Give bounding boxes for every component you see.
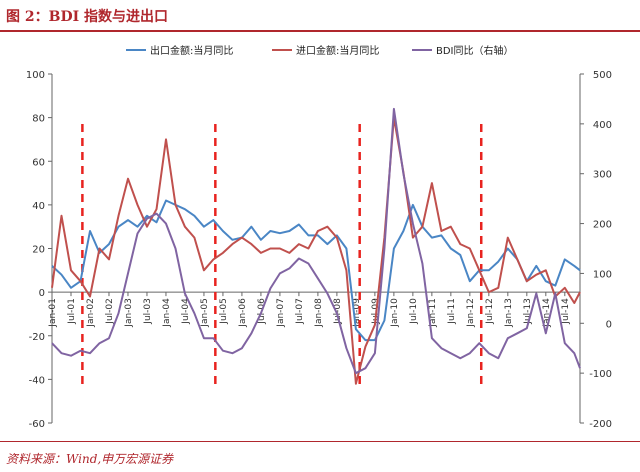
series-bdi-line — [51, 107, 581, 375]
x-tick-label: Jan-08 — [314, 298, 324, 328]
x-tick-label: Jan-04 — [162, 298, 172, 328]
y-right-tick-label: -100 — [589, 369, 612, 380]
y-left-tick-label: 0 — [39, 288, 45, 299]
chart-legend: 出口金额:当月同比 进口金额:当月同比 BDI同比（右轴） — [126, 44, 514, 57]
y-left-tick-label: 20 — [32, 245, 45, 256]
x-tick-label: Jul-07 — [295, 298, 305, 325]
x-tick-label: Jan-09 — [352, 298, 362, 328]
x-tick-label: Jul-14 — [561, 298, 571, 325]
axes: 100806040200-20-40-605004003002001000-10… — [26, 70, 612, 430]
series-lines — [51, 107, 581, 385]
legend-label-import: 进口金额:当月同比 — [296, 44, 379, 57]
y-left-tick-label: 80 — [32, 114, 45, 125]
y-left-tick-label: 60 — [32, 157, 45, 168]
x-tick-label: Jan-10 — [390, 298, 400, 328]
x-tick-label: Jul-10 — [409, 298, 419, 325]
y-left-tick-label: 40 — [32, 201, 45, 212]
y-right-tick-label: 500 — [593, 70, 612, 81]
y-left-tick-label: -60 — [29, 419, 45, 430]
y-right-tick-label: 0 — [606, 319, 612, 330]
y-right-tick-label: 300 — [593, 170, 612, 181]
title-rule — [0, 30, 640, 32]
y-left-tick-label: -20 — [29, 332, 45, 343]
x-tick-label: Jan-01 — [48, 298, 58, 328]
x-tick-label: Jan-11 — [428, 298, 438, 328]
y-left-tick-label: 100 — [26, 70, 45, 81]
x-tick-label: Jan-05 — [200, 298, 210, 328]
x-tick-label: Jan-07 — [276, 298, 286, 328]
x-tick-label: Jul-02 — [105, 298, 115, 325]
y-right-tick-label: 400 — [593, 120, 612, 131]
x-tick-label: Jul-05 — [219, 298, 229, 325]
x-tick-label: Jul-01 — [67, 298, 77, 325]
x-tick-label: Jul-11 — [447, 298, 457, 325]
x-tick-label: Jan-12 — [466, 298, 476, 328]
source-note: 资料来源：Wind,申万宏源证券 — [6, 452, 174, 466]
vertical-markers — [81, 124, 483, 388]
footer-rule — [0, 441, 640, 442]
x-tick-label: Jan-02 — [86, 298, 96, 328]
x-tick-label: Jan-13 — [504, 298, 514, 328]
legend-label-export: 出口金额:当月同比 — [150, 44, 233, 57]
y-right-tick-label: 200 — [593, 220, 612, 231]
x-tick-label: Jul-03 — [143, 298, 153, 325]
x-tick-label: Jul-04 — [181, 298, 191, 325]
x-tick-label: Jul-12 — [485, 298, 495, 325]
y-right-tick-label: -200 — [589, 419, 612, 430]
x-tick-label: Jan-14 — [542, 298, 552, 328]
figure-title: 图 2：BDI 指数与进出口 — [6, 9, 169, 25]
legend-label-bdi: BDI同比（右轴） — [436, 44, 514, 57]
series-import-line — [51, 116, 581, 385]
series-export-line — [51, 199, 581, 342]
x-tick-label: Jul-13 — [523, 298, 533, 325]
x-tick-label: Jan-03 — [124, 298, 134, 328]
x-tick-label: Jan-06 — [238, 298, 248, 328]
y-left-tick-label: -40 — [29, 375, 45, 386]
x-tick-label: Jul-08 — [333, 298, 343, 325]
y-right-tick-label: 100 — [593, 269, 612, 280]
